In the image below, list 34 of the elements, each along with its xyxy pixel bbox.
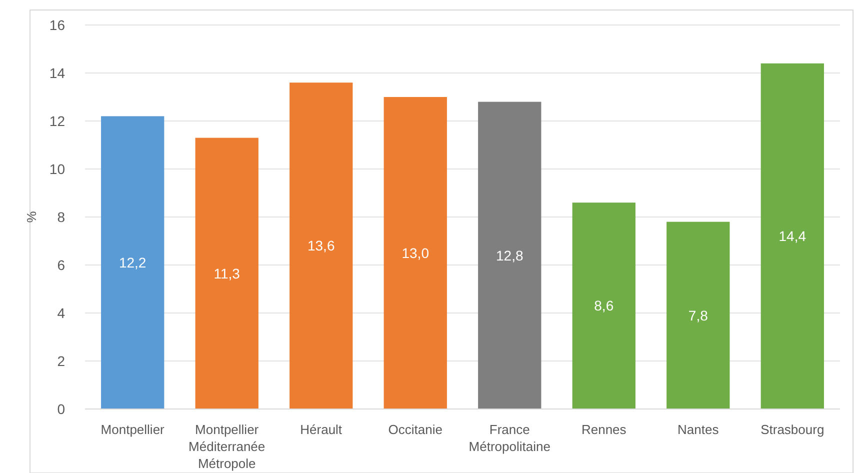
x-tick-label: Hérault [300,422,342,437]
bar [666,222,730,409]
bar [572,202,636,409]
y-tick-label: 2 [57,352,66,369]
bar [101,116,164,409]
data-label: 8,6 [594,298,614,314]
x-tick-label: Occitanie [388,422,442,437]
x-tick-label: Montpellier [100,422,166,437]
x-tick-label: Montpellier Méditerranée Métropole [188,422,266,471]
y-tick-label: 12 [49,112,66,129]
data-label: 13,6 [307,238,335,254]
x-tick-label: Strasbourg [760,422,824,437]
bar [384,97,447,409]
data-label: 11,3 [214,265,240,282]
data-label: 7,8 [688,307,708,324]
y-axis-title: % [24,210,39,223]
bar [760,63,824,409]
y-tick-label: 4 [57,304,66,321]
y-tick-label: 14 [49,64,66,81]
data-label: 14,4 [778,228,806,244]
y-tick-label: 6 [57,256,66,273]
bar [478,102,542,409]
bar [290,82,353,409]
y-tick-label: 8 [57,208,66,225]
x-tick-label: Rennes [581,422,627,437]
x-tick-label: Nantes [678,422,720,437]
data-label: 12,8 [496,247,524,264]
y-tick-label: 16 [49,16,66,33]
y-tick-label: 0 [57,400,66,417]
bar [195,138,258,409]
x-tick-label: France Métropolitaine [468,422,550,454]
data-label: 13,0 [402,244,430,261]
y-tick-label: 10 [49,160,66,177]
data-label: 12,2 [118,254,146,270]
